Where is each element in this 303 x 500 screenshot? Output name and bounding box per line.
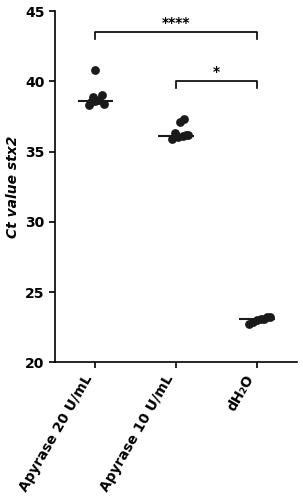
Point: [264, 314, 269, 322]
Point: [251, 318, 255, 326]
Point: [180, 132, 185, 140]
Point: [175, 134, 180, 141]
Point: [91, 93, 95, 101]
Point: [182, 115, 187, 123]
Point: [247, 320, 251, 328]
Point: [93, 66, 98, 74]
Point: [261, 314, 266, 322]
Point: [259, 316, 264, 324]
Point: [99, 92, 104, 100]
Point: [268, 312, 272, 320]
Text: ****: ****: [162, 16, 191, 30]
Y-axis label: Ct value stx2: Ct value stx2: [5, 136, 20, 238]
Point: [87, 101, 92, 109]
Text: *: *: [213, 65, 220, 79]
Point: [178, 118, 183, 126]
Point: [172, 130, 177, 138]
Point: [101, 100, 106, 108]
Point: [97, 96, 102, 104]
Point: [89, 98, 94, 106]
Point: [184, 132, 188, 140]
Point: [255, 316, 259, 324]
Point: [93, 97, 98, 105]
Point: [170, 135, 175, 143]
Point: [186, 130, 191, 138]
